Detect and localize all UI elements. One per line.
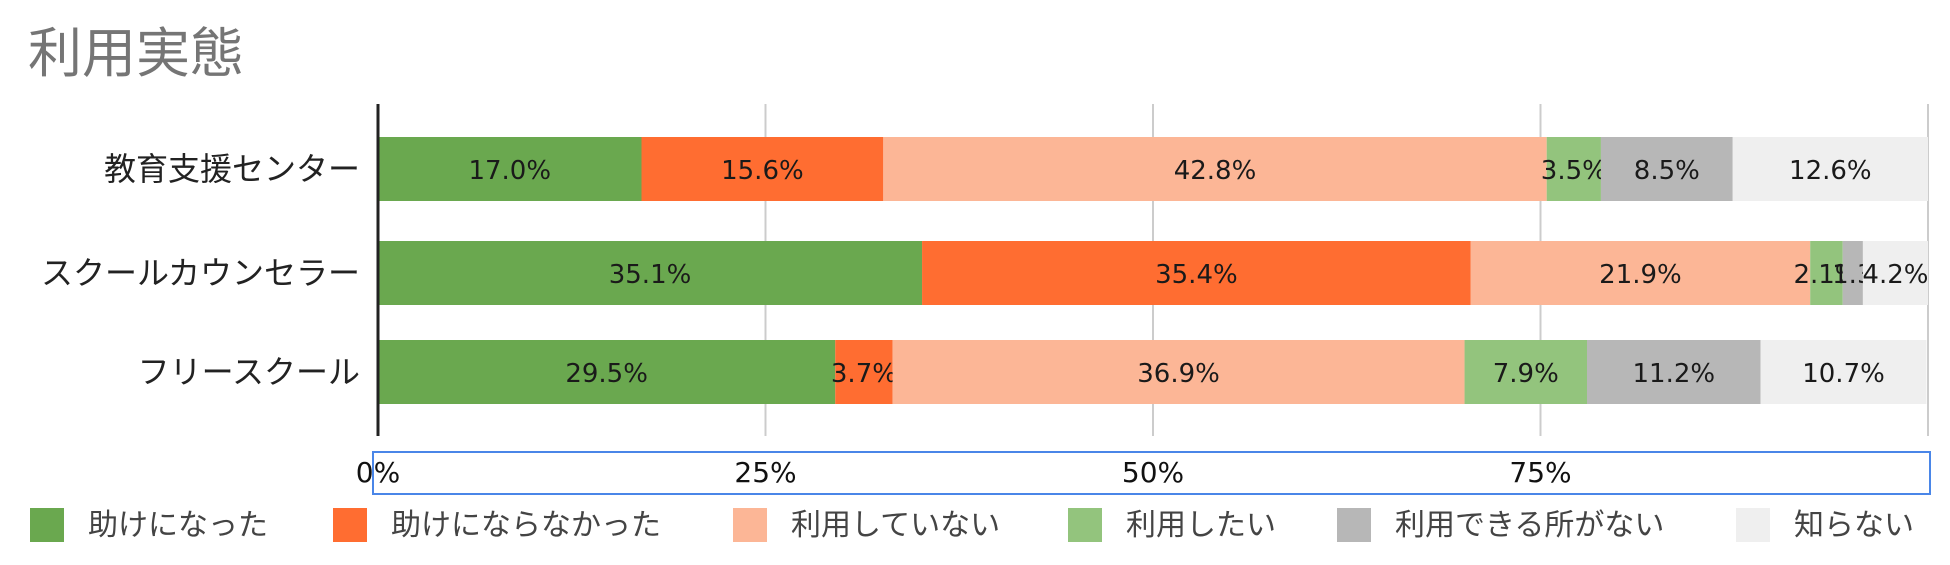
bar-1-4 [1546, 137, 1601, 201]
data-label-3-2: 3.7% [831, 359, 897, 389]
data-label-3-5: 11.2% [1632, 359, 1715, 389]
legend-label-3: 利用していない [791, 508, 1000, 543]
bar-2-1 [378, 241, 923, 305]
bar-1-2 [641, 137, 884, 201]
bar-1-1 [378, 137, 642, 201]
bar-3-1 [378, 340, 836, 404]
data-label-3-4: 7.9% [1493, 359, 1559, 389]
legend-label-6: 知らない [1794, 508, 1914, 543]
data-label-1-6: 12.6% [1789, 156, 1872, 186]
legend-swatch-3 [733, 508, 767, 542]
chart-title: 利用実態 [28, 22, 244, 85]
data-label-1-4: 3.5% [1541, 156, 1607, 186]
bar-2-6 [1862, 241, 1928, 305]
legend-label-5: 利用できる所がない [1395, 508, 1664, 543]
bar-1-3 [883, 137, 1547, 201]
data-label-2-2: 35.4% [1155, 260, 1238, 290]
data-label-1-5: 8.5% [1634, 156, 1700, 186]
bar-2-5 [1842, 241, 1863, 305]
data-label-3-6: 10.7% [1802, 359, 1885, 389]
bar-2-3 [1470, 241, 1811, 305]
data-label-1-2: 15.6% [721, 156, 804, 186]
category-label-3: フリースクール [138, 353, 360, 391]
legend-label-1: 助けになった [88, 508, 268, 543]
legend-swatch-4 [1068, 508, 1102, 542]
data-label-3-3: 36.9% [1137, 359, 1220, 389]
bar-3-2 [835, 340, 893, 404]
bar-3-6 [1760, 340, 1927, 404]
x-tick-label-2: 25% [734, 456, 796, 489]
data-label-2-1: 35.1% [609, 260, 692, 290]
bar-3-4 [1464, 340, 1587, 404]
data-label-2-3: 21.9% [1599, 260, 1682, 290]
x-tick-label-1: 0% [356, 456, 400, 489]
x-tick-label-4: 75% [1509, 456, 1571, 489]
bar-3-3 [892, 340, 1465, 404]
bar-3-5 [1587, 340, 1761, 404]
data-label-1-3: 42.8% [1174, 156, 1257, 186]
legend-swatch-5 [1337, 508, 1371, 542]
data-label-1-1: 17.0% [468, 156, 551, 186]
bar-2-4 [1810, 241, 1843, 305]
legend-label-2: 助けにならなかった [391, 508, 661, 543]
data-label-3-1: 29.5% [565, 359, 648, 389]
legend-swatch-6 [1736, 508, 1770, 542]
legend-swatch-1 [30, 508, 64, 542]
axis-selection-box [372, 451, 1931, 495]
data-label-2-6: 4.2% [1862, 260, 1928, 290]
legend-label-4: 利用したい [1126, 508, 1276, 543]
category-label-1: 教育支援センター [104, 150, 360, 188]
bar-2-2 [922, 241, 1471, 305]
bar-1-6 [1732, 137, 1928, 201]
bar-1-5 [1600, 137, 1733, 201]
category-label-2: スクールカウンセラー [41, 254, 360, 292]
legend-swatch-2 [333, 508, 367, 542]
x-tick-label-3: 50% [1122, 456, 1184, 489]
